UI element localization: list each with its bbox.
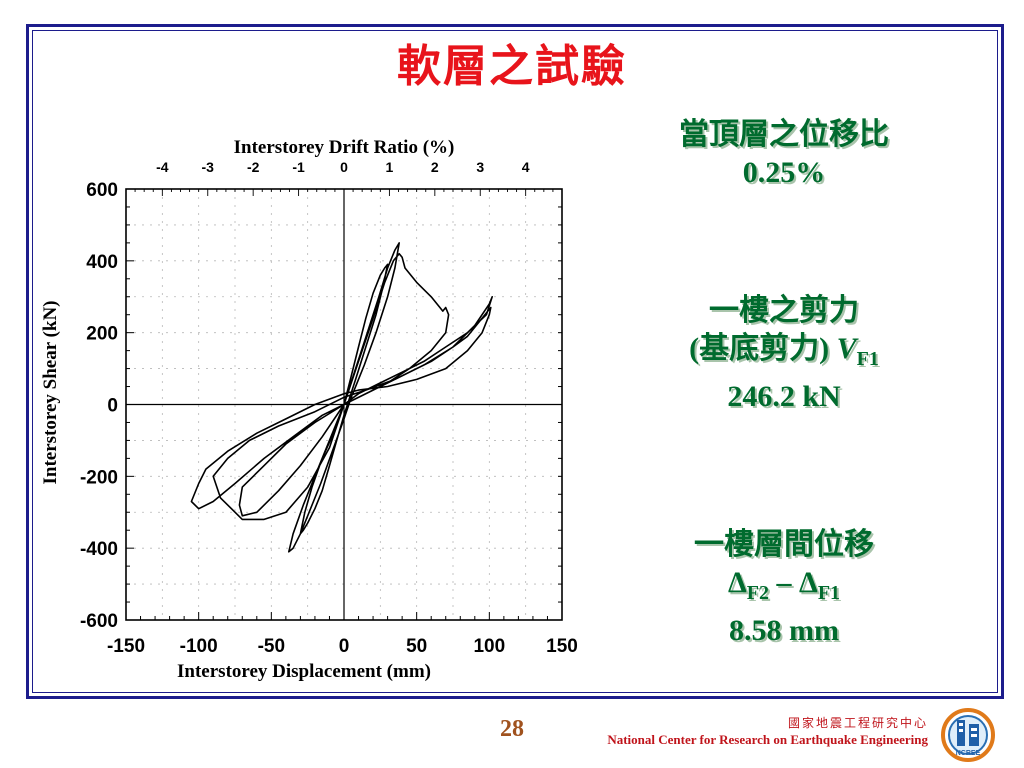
x2-tick-label: 4 [522,159,530,175]
x2-tick-label: 3 [476,159,484,175]
hysteresis-chart: -150 -100 -50 0 50 100 150 600 400 200 0 -200 -400 -6… [40,137,578,682]
y-tick-label: 400 [86,252,118,273]
x-tick-label: -150 [107,636,145,657]
delta-sub-a: F2 [746,582,769,604]
org-name-zh: 國家地震工程研究中心 [787,716,928,730]
hysteresis-series-line [190,242,494,553]
base-shear-var: V [836,332,857,365]
y-tick-label: 200 [86,324,118,345]
drift-ratio-value: 0.25% [742,156,826,189]
y-tick-label: -200 [80,467,118,488]
chart-x-label: Interstorey Displacement (mm) [177,661,431,682]
base-shear-symbol: (基底剪力) VF1 [600,330,968,378]
base-shear-sub: F1 [856,348,879,370]
minus-sign: – [769,566,799,599]
interstorey-disp-formula: ΔF2 – ΔF1 [600,564,968,612]
y-tick-label: 600 [86,180,118,201]
x-tick-label: 50 [406,636,427,657]
x-tick-label: -100 [180,636,218,657]
y-tick-label: -400 [80,539,118,560]
chart-series [190,242,494,553]
x2-tick-label: 1 [386,159,394,175]
drift-ratio-label: 當頂層之位移比 [679,118,889,151]
slide-frame-inner [32,30,998,693]
drift-ratio-note: 當頂層之位移比 0.25% [600,116,968,192]
y-tick-label: 0 [107,396,118,417]
x2-tick-label: 2 [431,159,439,175]
delta-sub-b: F1 [817,582,841,604]
base-shear-note: 一樓之剪力 (基底剪力) VF1 246.2 kN [600,292,968,416]
chart-ticks: -150 -100 -50 0 50 100 150 600 400 200 0 -200 -400 -6… [80,159,578,657]
interstorey-disp-note: 一樓層間位移 ΔF2 – ΔF1 8.58 mm [600,526,968,650]
base-shear-value: 246.2 kN [727,380,841,413]
base-shear-prefix: (基底剪力) [689,332,837,365]
chart-x2-label: Interstorey Drift Ratio (%) [234,137,455,158]
x-tick-label: -50 [258,636,285,657]
x2-tick-label: -1 [292,159,305,175]
logo-text: NCREE [956,750,981,757]
chart-y-label: Interstorey Shear (kN) [40,301,61,485]
page-number: 28 [500,716,524,742]
interstorey-disp-label: 一樓層間位移 [694,528,874,561]
x2-tick-label: -4 [156,159,169,175]
x2-tick-label: -2 [247,159,260,175]
interstorey-disp-value: 8.58 mm [729,614,839,647]
x2-tick-label: 0 [340,159,348,175]
base-shear-label: 一樓之剪力 [709,294,859,327]
x-tick-label: 150 [546,636,578,657]
x-tick-label: 0 [339,636,350,657]
x2-tick-label: -3 [202,159,215,175]
y-tick-label: -600 [80,611,118,632]
slide-title: 軟層之試驗 [397,41,627,92]
org-name-en: National Center for Research on Earthqua… [607,732,928,747]
delta-symbol-b: Δ [799,566,818,599]
x-tick-label: 100 [473,636,505,657]
ncree-logo-icon: NCREE [941,708,995,762]
delta-symbol-a: Δ [727,566,747,599]
slide-frame [26,24,1004,699]
